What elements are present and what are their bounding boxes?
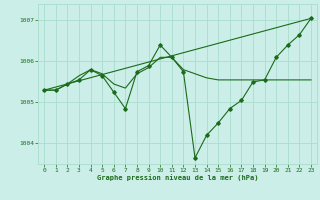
X-axis label: Graphe pression niveau de la mer (hPa): Graphe pression niveau de la mer (hPa) bbox=[97, 175, 258, 181]
